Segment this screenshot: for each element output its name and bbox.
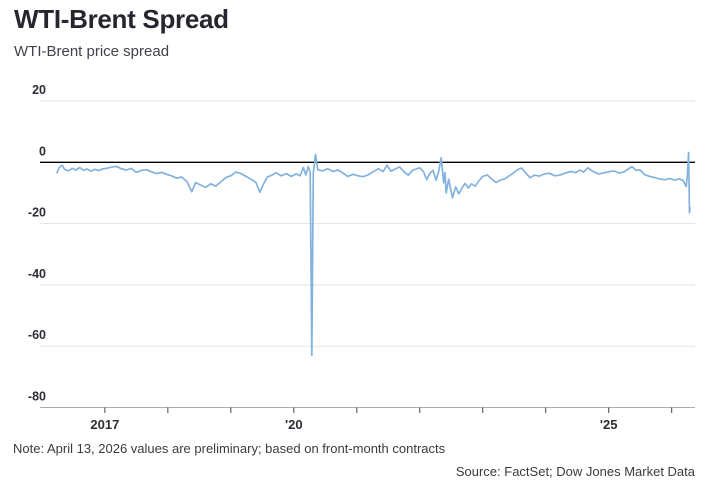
x-tick-label: '25 [600, 417, 618, 432]
y-tick-label: -60 [28, 328, 46, 342]
chart-subtitle: WTI-Brent price spread [14, 43, 170, 60]
y-tick-label: 0 [39, 144, 46, 158]
chart-footnote: Note: April 13, 2026 values are prelimin… [13, 441, 446, 456]
y-tick-label: 20 [32, 83, 46, 97]
y-tick-label: -80 [28, 390, 46, 404]
x-tick-label: '20 [285, 417, 303, 432]
y-tick-label: -20 [28, 206, 46, 220]
spread-line-series [56, 151, 691, 357]
chart-source-credit: Source: FactSet; Dow Jones Market Data [455, 464, 695, 479]
page-title: WTI-Brent Spread [14, 4, 229, 34]
y-tick-label: -40 [28, 267, 46, 281]
x-tick-label: 2017 [90, 417, 119, 432]
